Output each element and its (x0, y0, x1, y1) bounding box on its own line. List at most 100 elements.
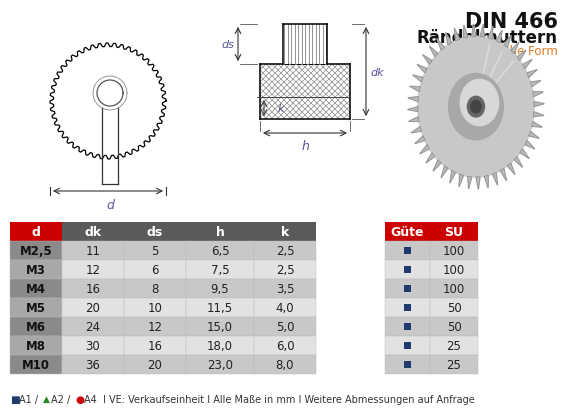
Text: 2,5: 2,5 (276, 244, 294, 257)
Bar (186, 317, 254, 336)
Polygon shape (408, 107, 418, 112)
Bar (254, 336, 316, 355)
Bar (62, 260, 124, 279)
Bar (385, 355, 430, 374)
Text: 18,0: 18,0 (207, 339, 233, 352)
Bar (430, 242, 478, 260)
Text: DIN 466: DIN 466 (465, 12, 558, 32)
Circle shape (471, 101, 481, 114)
Circle shape (418, 37, 534, 178)
Text: 16: 16 (148, 339, 162, 352)
Bar (385, 298, 430, 317)
Bar (10, 298, 62, 317)
Bar (430, 317, 478, 336)
Polygon shape (529, 132, 539, 139)
Bar (254, 298, 316, 317)
Polygon shape (533, 93, 543, 97)
Polygon shape (507, 164, 515, 175)
Polygon shape (527, 70, 537, 78)
Bar (10, 355, 62, 374)
Polygon shape (531, 81, 541, 88)
Bar (186, 242, 254, 260)
Text: Rändelmuttern: Rändelmuttern (417, 29, 558, 47)
Text: M10: M10 (22, 358, 50, 371)
Text: 6,0: 6,0 (276, 339, 294, 352)
Bar (385, 242, 430, 260)
Bar (124, 336, 186, 355)
Text: k: k (278, 104, 284, 114)
Polygon shape (511, 43, 519, 55)
Bar (385, 336, 430, 355)
Text: 6,5: 6,5 (211, 244, 229, 257)
Circle shape (460, 80, 499, 126)
Text: 20: 20 (148, 358, 162, 371)
Bar (430, 260, 478, 279)
Bar (62, 355, 124, 374)
Bar (10, 279, 62, 298)
Polygon shape (492, 173, 498, 186)
Polygon shape (504, 36, 511, 48)
Polygon shape (459, 175, 463, 188)
Text: dk: dk (370, 67, 384, 77)
Text: ds: ds (147, 225, 163, 238)
Text: 11,5: 11,5 (207, 301, 233, 314)
Polygon shape (426, 153, 435, 164)
Polygon shape (445, 33, 452, 46)
Polygon shape (467, 177, 472, 190)
Bar (124, 279, 186, 298)
Text: 25: 25 (446, 339, 462, 352)
Bar (124, 223, 186, 242)
Bar (10, 336, 62, 355)
Polygon shape (496, 31, 502, 43)
Polygon shape (534, 102, 544, 107)
Bar (404, 247, 411, 254)
Bar (124, 317, 186, 336)
Bar (404, 323, 411, 330)
Bar (62, 279, 124, 298)
Text: ■: ■ (10, 394, 20, 404)
Text: 3,5: 3,5 (276, 282, 294, 295)
Bar (10, 242, 62, 260)
Text: 6: 6 (151, 263, 159, 276)
Bar (10, 223, 62, 242)
Text: ▲: ▲ (43, 394, 50, 403)
Polygon shape (534, 112, 544, 117)
Bar (124, 242, 186, 260)
Text: 8: 8 (151, 282, 158, 295)
Text: 36: 36 (86, 358, 100, 371)
Text: 24: 24 (86, 320, 100, 333)
Text: 50: 50 (447, 320, 461, 333)
Polygon shape (415, 137, 425, 145)
Polygon shape (409, 117, 419, 122)
Text: ●: ● (75, 394, 84, 404)
Bar (404, 304, 411, 311)
Polygon shape (514, 157, 523, 168)
Bar (430, 336, 478, 355)
Polygon shape (429, 47, 438, 58)
Bar (186, 355, 254, 374)
Circle shape (449, 74, 503, 140)
Bar (254, 242, 316, 260)
Bar (124, 260, 186, 279)
Text: 10: 10 (148, 301, 162, 314)
Text: A4  I VE: Verkaufseinheit I Alle Maße in mm I Weitere Abmessungen auf Anfrage: A4 I VE: Verkaufseinheit I Alle Maße in … (84, 394, 475, 404)
Text: M5: M5 (26, 301, 46, 314)
Polygon shape (411, 127, 421, 133)
Text: dk: dk (84, 225, 101, 238)
Text: A1 /: A1 / (19, 394, 41, 404)
Polygon shape (476, 178, 480, 190)
Bar (430, 298, 478, 317)
Text: k: k (281, 225, 289, 238)
Text: ds: ds (221, 40, 234, 50)
Bar (430, 279, 478, 298)
Bar (260, 65, 350, 120)
Bar (254, 355, 316, 374)
Text: 100: 100 (443, 282, 465, 295)
Bar (186, 223, 254, 242)
Bar (62, 223, 124, 242)
Text: h: h (215, 225, 225, 238)
Text: 9,5: 9,5 (211, 282, 229, 295)
Text: 5,0: 5,0 (276, 320, 294, 333)
Bar (385, 223, 430, 242)
Text: 7,5: 7,5 (211, 263, 229, 276)
